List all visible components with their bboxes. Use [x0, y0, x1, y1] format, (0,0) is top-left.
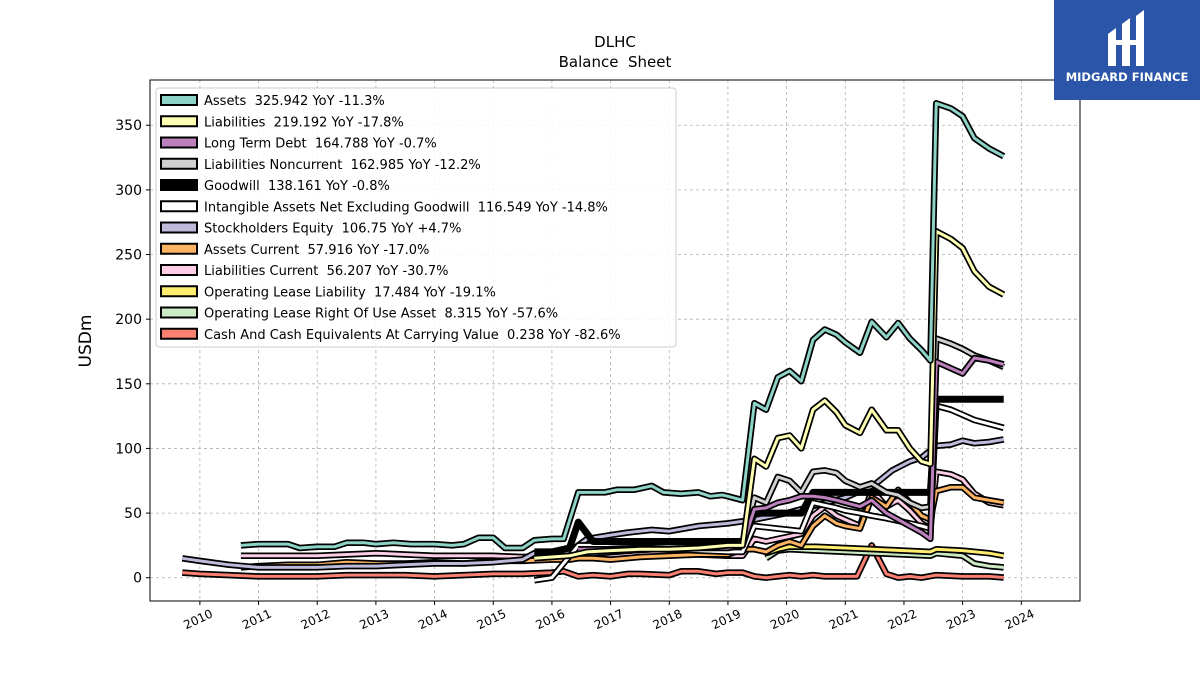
legend-swatch	[160, 285, 198, 298]
series-line	[578, 354, 1005, 554]
x-tick-label: 2016	[533, 607, 567, 633]
brand-logo: MIDGARD FINANCE	[1054, 0, 1200, 100]
legend-swatch	[160, 157, 198, 170]
y-tick-label: 50	[124, 506, 142, 522]
legend-label: Liabilities Current 56.207 YoY -30.7%	[204, 264, 448, 279]
legend: Assets 325.942 YoY -11.3% Liabilities 219…	[155, 87, 677, 348]
x-tick-label: 2014	[416, 607, 450, 633]
y-axis-label: USDm	[76, 315, 96, 368]
legend-item: Intangible Assets Net Excluding Goodwill…	[160, 200, 608, 215]
y-tick-label: 100	[115, 441, 142, 457]
plot-frame	[149, 79, 1081, 602]
legend-label: Long Term Debt 164.788 YoY -0.7%	[204, 137, 437, 152]
y-tick-label: 150	[115, 377, 142, 393]
x-tick-label: 2010	[181, 607, 215, 633]
series-line-outline	[578, 354, 1005, 554]
legend-item: Assets 325.942 YoY -11.3%	[160, 94, 385, 109]
x-tick-label: 2011	[240, 607, 274, 633]
y-tick-label: 300	[115, 183, 142, 199]
legend-swatch	[160, 200, 198, 213]
series-line	[240, 100, 1006, 552]
logo-text: MIDGARD FINANCE	[1065, 70, 1189, 84]
legend-box	[155, 87, 677, 348]
legend-label: Liabilities Noncurrent 162.985 YoY -12.2…	[204, 158, 481, 173]
chart-subtitle: Balance Sheet	[559, 53, 672, 71]
legend-item: Operating Lease Right Of Use Asset 8.315…	[160, 306, 558, 322]
y-tick-label: 200	[115, 312, 142, 328]
series-layer	[181, 100, 1006, 584]
legend-item: Long Term Debt 164.788 YoY -0.7%	[160, 136, 437, 152]
chart-title: DLHC	[594, 33, 636, 51]
logo-mark-icon	[1108, 10, 1144, 66]
legend-label: Assets 325.942 YoY -11.3%	[204, 94, 385, 109]
x-tick-label: 2021	[827, 607, 861, 633]
legend-label: Goodwill 138.161 YoY -0.8%	[204, 179, 390, 194]
legend-label: Intangible Assets Net Excluding Goodwill…	[204, 200, 608, 215]
series-line-stroke	[765, 545, 1004, 558]
legend-swatch	[160, 94, 198, 106]
x-tick-label: 2012	[299, 607, 333, 633]
legend-item: Operating Lease Liability 17.484 YoY -19…	[160, 285, 496, 300]
legend-swatch	[160, 179, 198, 191]
series-line	[765, 543, 1005, 559]
x-tick-label: 2022	[885, 607, 919, 633]
legend-item: Assets Current 57.916 YoY -17.0%	[160, 242, 429, 258]
x-tick-label: 2013	[357, 607, 391, 633]
legend-item: Goodwill 138.161 YoY -0.8%	[160, 179, 390, 194]
series-line-stroke	[240, 101, 1005, 550]
legend-label: Operating Lease Liability 17.484 YoY -19…	[204, 285, 496, 300]
legend-item: Cash And Cash Equivalents At Carrying Va…	[160, 327, 621, 343]
y-tick-label: 250	[115, 248, 142, 264]
legend-swatch	[160, 306, 198, 319]
legend-swatch	[160, 264, 198, 276]
legend-item: Liabilities 219.192 YoY -17.8%	[160, 115, 404, 130]
series-line	[182, 542, 1004, 581]
legend-label: Stockholders Equity 106.75 YoY +4.7%	[204, 222, 461, 237]
series-line-stroke	[182, 543, 1004, 580]
legend-swatch	[160, 327, 198, 340]
legend-label: Cash And Cash Equivalents At Carrying Va…	[204, 328, 621, 343]
x-tick-label: 2024	[1003, 607, 1037, 633]
x-tick-label: 2023	[944, 607, 978, 633]
legend-swatch	[160, 221, 198, 234]
legend-swatch	[160, 136, 198, 149]
legend-item: Stockholders Equity 106.75 YoY +4.7%	[160, 221, 461, 237]
x-tick-label: 2020	[768, 607, 802, 633]
legend-label: Assets Current 57.916 YoY -17.0%	[204, 243, 429, 258]
y-tick-label: 0	[133, 571, 142, 587]
x-tick-label: 2017	[592, 607, 626, 633]
series-line-stroke	[578, 356, 1005, 553]
legend-label: Operating Lease Right Of Use Asset 8.315…	[204, 307, 558, 322]
legend-item: Liabilities Current 56.207 YoY -30.7%	[160, 264, 448, 279]
y-tick-label: 350	[115, 118, 142, 134]
legend-swatch	[160, 115, 198, 128]
x-tick-label: 2019	[709, 607, 743, 633]
legend-swatch	[160, 242, 198, 255]
legend-item: Liabilities Noncurrent 162.985 YoY -12.2…	[160, 157, 481, 173]
x-tick-label: 2018	[651, 607, 685, 633]
legend-label: Liabilities 219.192 YoY -17.8%	[204, 115, 404, 130]
x-tick-label: 2015	[475, 607, 509, 633]
